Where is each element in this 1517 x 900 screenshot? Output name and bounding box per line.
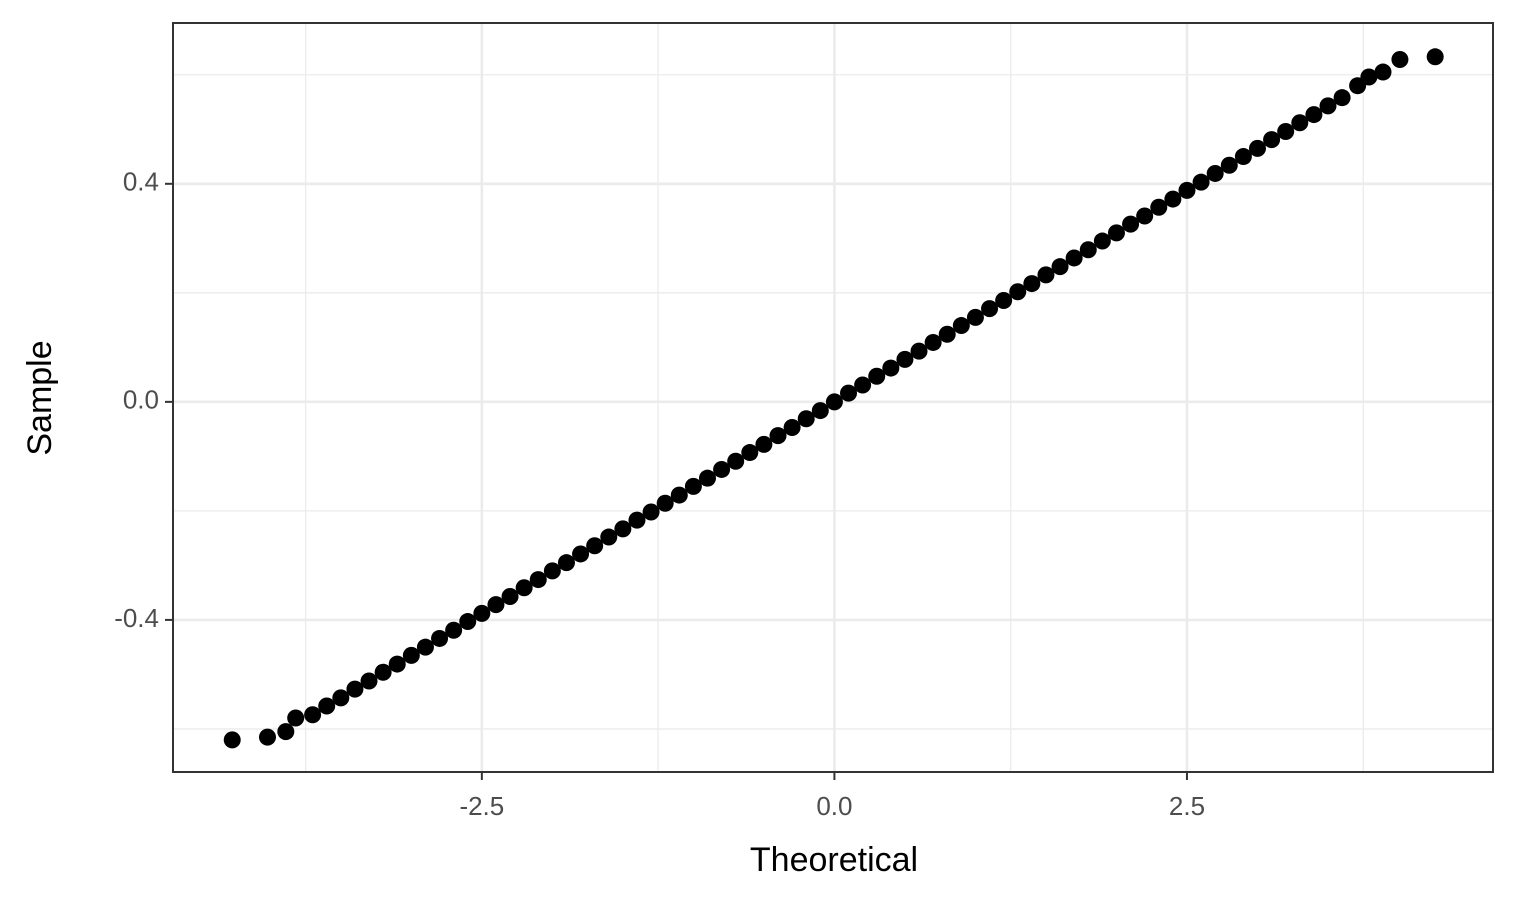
point — [910, 342, 928, 360]
point — [459, 613, 477, 631]
point — [277, 723, 295, 741]
point — [769, 427, 787, 445]
point — [473, 604, 491, 622]
point — [924, 333, 942, 351]
point — [670, 486, 688, 504]
point — [402, 646, 420, 664]
point — [1051, 258, 1069, 276]
point — [1291, 114, 1309, 132]
point — [529, 571, 547, 589]
point — [868, 367, 886, 385]
y-tick-label: 0.4 — [123, 167, 159, 197]
point — [445, 621, 463, 639]
point — [840, 384, 858, 402]
point — [1079, 241, 1097, 259]
point — [431, 629, 449, 647]
point — [1093, 232, 1111, 250]
point — [1277, 122, 1295, 140]
point — [656, 494, 674, 512]
x-tick-label: 2.5 — [1169, 791, 1205, 821]
point — [966, 308, 984, 326]
x-tick-label: 0.0 — [816, 791, 852, 821]
point — [825, 393, 843, 411]
point — [1360, 68, 1378, 86]
point — [1136, 207, 1154, 225]
y-tick-label: -0.4 — [114, 603, 159, 633]
point — [223, 731, 241, 749]
point — [684, 477, 702, 495]
y-axis-title: Sample — [21, 340, 59, 455]
point — [586, 537, 604, 555]
point — [543, 562, 561, 580]
panel-border — [172, 22, 1494, 773]
y-tick-label: 0.0 — [123, 385, 159, 415]
point — [600, 528, 618, 546]
point — [1037, 266, 1055, 284]
point — [1263, 131, 1281, 149]
point — [1192, 173, 1210, 191]
point — [416, 638, 434, 656]
point — [882, 359, 900, 377]
point — [1426, 48, 1444, 66]
point — [1391, 51, 1409, 69]
point — [374, 663, 392, 681]
point — [783, 418, 801, 436]
point — [698, 469, 716, 487]
point — [346, 680, 364, 698]
point — [713, 460, 731, 478]
point — [854, 376, 872, 394]
x-axis-title: Theoretical — [750, 841, 918, 879]
point — [741, 444, 759, 462]
point — [1178, 181, 1196, 199]
point — [642, 503, 660, 521]
point — [1234, 148, 1252, 166]
point — [1333, 89, 1351, 107]
point — [1206, 164, 1224, 182]
point — [501, 587, 519, 605]
point — [304, 706, 322, 724]
point — [896, 350, 914, 368]
point — [1023, 275, 1041, 293]
point — [1164, 190, 1182, 208]
point — [981, 300, 999, 318]
point — [258, 728, 276, 746]
point — [938, 325, 956, 343]
point — [318, 697, 336, 715]
point — [1220, 156, 1238, 174]
point — [332, 689, 350, 707]
point — [515, 579, 533, 597]
point — [1305, 106, 1323, 124]
point — [811, 402, 829, 420]
point — [360, 672, 378, 690]
point — [572, 545, 590, 563]
point — [1319, 97, 1337, 115]
point — [287, 709, 305, 727]
point — [1107, 224, 1125, 242]
x-tick-label: -2.5 — [459, 791, 504, 821]
point — [487, 596, 505, 614]
point — [1374, 63, 1392, 81]
point — [797, 410, 815, 428]
point — [952, 317, 970, 335]
point — [1122, 215, 1140, 233]
point — [628, 511, 646, 529]
point — [388, 655, 406, 673]
point — [557, 554, 575, 572]
point — [727, 452, 745, 470]
point — [1065, 249, 1083, 267]
point — [995, 291, 1013, 309]
point — [755, 435, 773, 453]
point — [1248, 139, 1266, 157]
point — [614, 520, 632, 538]
point — [1009, 283, 1027, 301]
point — [1150, 198, 1168, 216]
